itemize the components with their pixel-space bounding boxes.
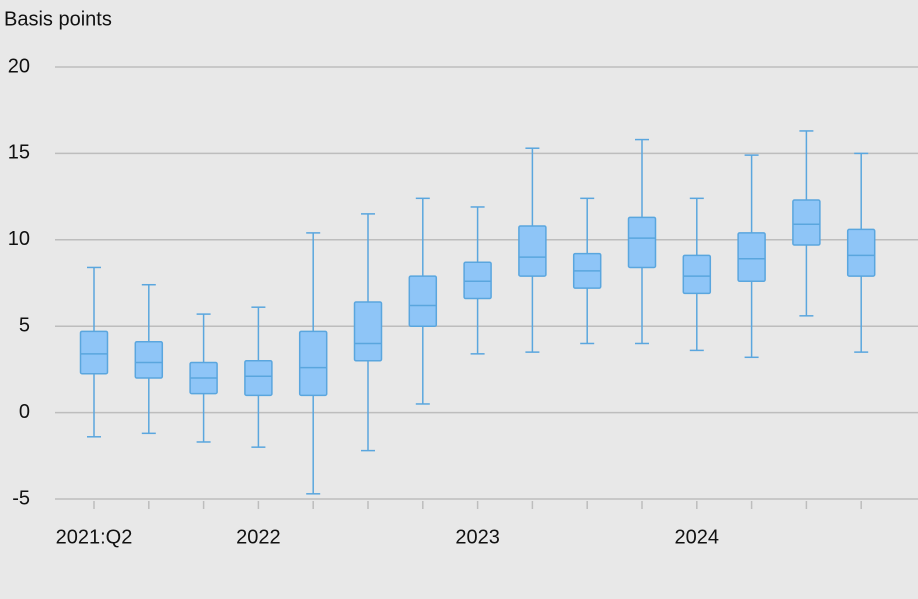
box [627,216,657,269]
box [846,228,876,277]
y-tick-label: 0 [19,401,30,423]
box [79,330,109,375]
y-axis-label: Basis points [4,8,112,30]
y-tick-label: 20 [8,55,30,77]
box [682,254,712,295]
x-tick-label: 2024 [675,526,720,548]
x-tick-label: 2021:Q2 [56,526,133,548]
box [298,330,328,397]
x-tick-label: 2023 [455,526,500,548]
y-tick-label: -5 [12,487,30,509]
box [353,301,383,362]
box [792,199,821,246]
box [463,261,492,300]
box [518,225,547,277]
y-tick-label: 10 [8,228,30,250]
box [737,232,766,283]
box [244,360,273,397]
y-tick-label: 5 [19,314,30,336]
box [134,341,164,379]
box [408,275,438,327]
y-tick-label: 15 [8,142,30,164]
x-tick-label: 2022 [236,526,281,548]
